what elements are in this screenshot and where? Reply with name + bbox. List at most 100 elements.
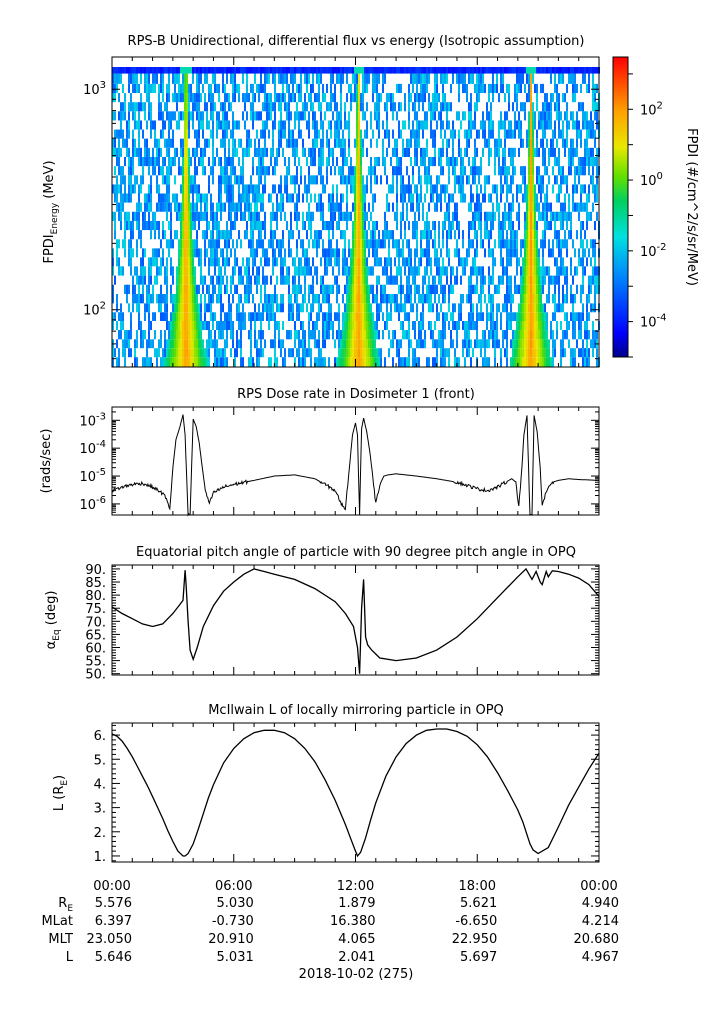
spectrogram-cell <box>562 138 564 148</box>
spectrogram-cell <box>574 348 576 358</box>
spectrogram-cell <box>114 67 116 74</box>
spectrogram-cell <box>586 257 588 267</box>
spectrogram-cell <box>524 275 526 285</box>
spectrogram-cell <box>238 275 240 285</box>
spectrogram-cell <box>494 357 496 367</box>
spectrogram-cell <box>164 230 166 240</box>
spectrogram-cell <box>534 266 536 276</box>
spectrogram-cell <box>390 294 392 304</box>
spectrogram-cell <box>192 312 194 322</box>
spectrogram-cell <box>542 129 544 139</box>
spectrogram-cell <box>554 83 556 94</box>
spectrogram-cell <box>536 239 538 249</box>
spectrogram-cell <box>418 321 420 331</box>
spectrogram-cell <box>368 284 370 295</box>
spectrogram-cell <box>384 284 386 295</box>
spectrogram-cell <box>336 120 338 130</box>
spectrogram-cell <box>148 303 150 313</box>
spectrogram-cell <box>304 294 306 304</box>
spectrogram-cell <box>472 211 474 221</box>
spectrogram-cell <box>326 312 328 322</box>
spectrogram-cell <box>188 303 190 313</box>
spectrogram-cell <box>220 284 222 295</box>
spectrogram-cell <box>562 339 564 349</box>
spectrogram-cell <box>588 156 590 167</box>
spectrogram-cell <box>596 120 598 130</box>
spectrogram-cell <box>314 147 316 157</box>
spectrogram-cell <box>312 111 314 121</box>
spectrogram-cell <box>230 284 232 295</box>
spectrogram-cell <box>402 120 404 130</box>
spectrogram-cell <box>174 321 176 331</box>
spectrogram-cell <box>130 257 132 267</box>
spectrogram-cell <box>234 284 236 295</box>
spectrogram-cell <box>336 239 338 249</box>
spectrogram-cell <box>384 166 386 176</box>
spectrogram-cell <box>390 339 392 349</box>
spectrogram-cell <box>420 321 422 331</box>
spectrogram-cell <box>338 248 340 258</box>
spectrogram-cell <box>274 156 276 167</box>
spectrogram-cell <box>396 202 398 212</box>
spectrogram-cell <box>316 230 318 240</box>
spectrogram-cell <box>186 93 188 103</box>
spectrogram-cell <box>118 211 120 221</box>
spectrogram-cell <box>134 147 136 157</box>
spectrogram-cell <box>356 348 358 358</box>
spectrogram-cell <box>206 220 208 231</box>
spectrogram-cell <box>562 120 564 130</box>
spectrogram-cell <box>148 147 150 157</box>
spectrogram-cell <box>248 93 250 103</box>
spectrogram-cell <box>350 266 352 276</box>
spectrogram-cell <box>226 239 228 249</box>
spectrogram-cell <box>492 248 494 258</box>
spectrogram-cell <box>500 230 502 240</box>
spectrogram-cell <box>498 147 500 157</box>
spectrogram-cell <box>216 120 218 130</box>
spectrogram-cell <box>280 239 282 249</box>
spectrogram-cell <box>380 284 382 295</box>
spectrogram-cell <box>168 67 170 74</box>
spectrogram-cell <box>342 147 344 157</box>
spectrogram-cell <box>580 294 582 304</box>
spectrogram-cell <box>198 184 200 194</box>
spectrogram-cell <box>174 303 176 313</box>
spectrogram-cell <box>330 312 332 322</box>
spectrogram-cell <box>570 211 572 221</box>
spectrogram-cell <box>122 239 124 249</box>
spectrogram-cell <box>136 239 138 249</box>
spectrogram-cell <box>164 156 166 167</box>
spectrogram-cell <box>286 330 288 340</box>
spectrogram-cell <box>554 156 556 167</box>
spectrogram-cell <box>272 202 274 212</box>
spectrogram-cell <box>196 129 198 139</box>
spectrogram-cell <box>374 220 376 231</box>
spectrogram-cell <box>574 294 576 304</box>
spectrogram-cell <box>254 111 256 121</box>
spectrogram-cell <box>176 202 178 212</box>
spectrogram-cell <box>446 73 448 84</box>
spectrogram-cell <box>470 357 472 367</box>
spectrogram-cell <box>306 303 308 313</box>
spectrogram-cell <box>514 239 516 249</box>
spectrogram-cell <box>260 147 262 157</box>
spectrogram-cell <box>174 357 176 367</box>
spectrogram-cell <box>242 156 244 167</box>
spectrogram-cell <box>502 120 504 130</box>
spectrogram-cell <box>276 147 278 157</box>
spectrogram-cell <box>328 257 330 267</box>
spectrogram-cell <box>542 202 544 212</box>
spectrogram-cell <box>116 73 118 84</box>
spectrogram-cell <box>408 147 410 157</box>
spectrogram-cell <box>562 220 564 231</box>
spectrogram-cell <box>306 67 308 74</box>
spectrogram-cell <box>338 357 340 367</box>
spectrogram-cell <box>346 67 348 74</box>
spectrogram-cell <box>140 102 142 112</box>
spectrogram-cell <box>272 147 274 157</box>
spectrogram-cell <box>188 67 190 74</box>
spectrogram-cell <box>332 321 334 331</box>
spectrogram-cell <box>220 166 222 176</box>
spectrogram-cell <box>478 202 480 212</box>
spectrogram-cell <box>432 93 434 103</box>
